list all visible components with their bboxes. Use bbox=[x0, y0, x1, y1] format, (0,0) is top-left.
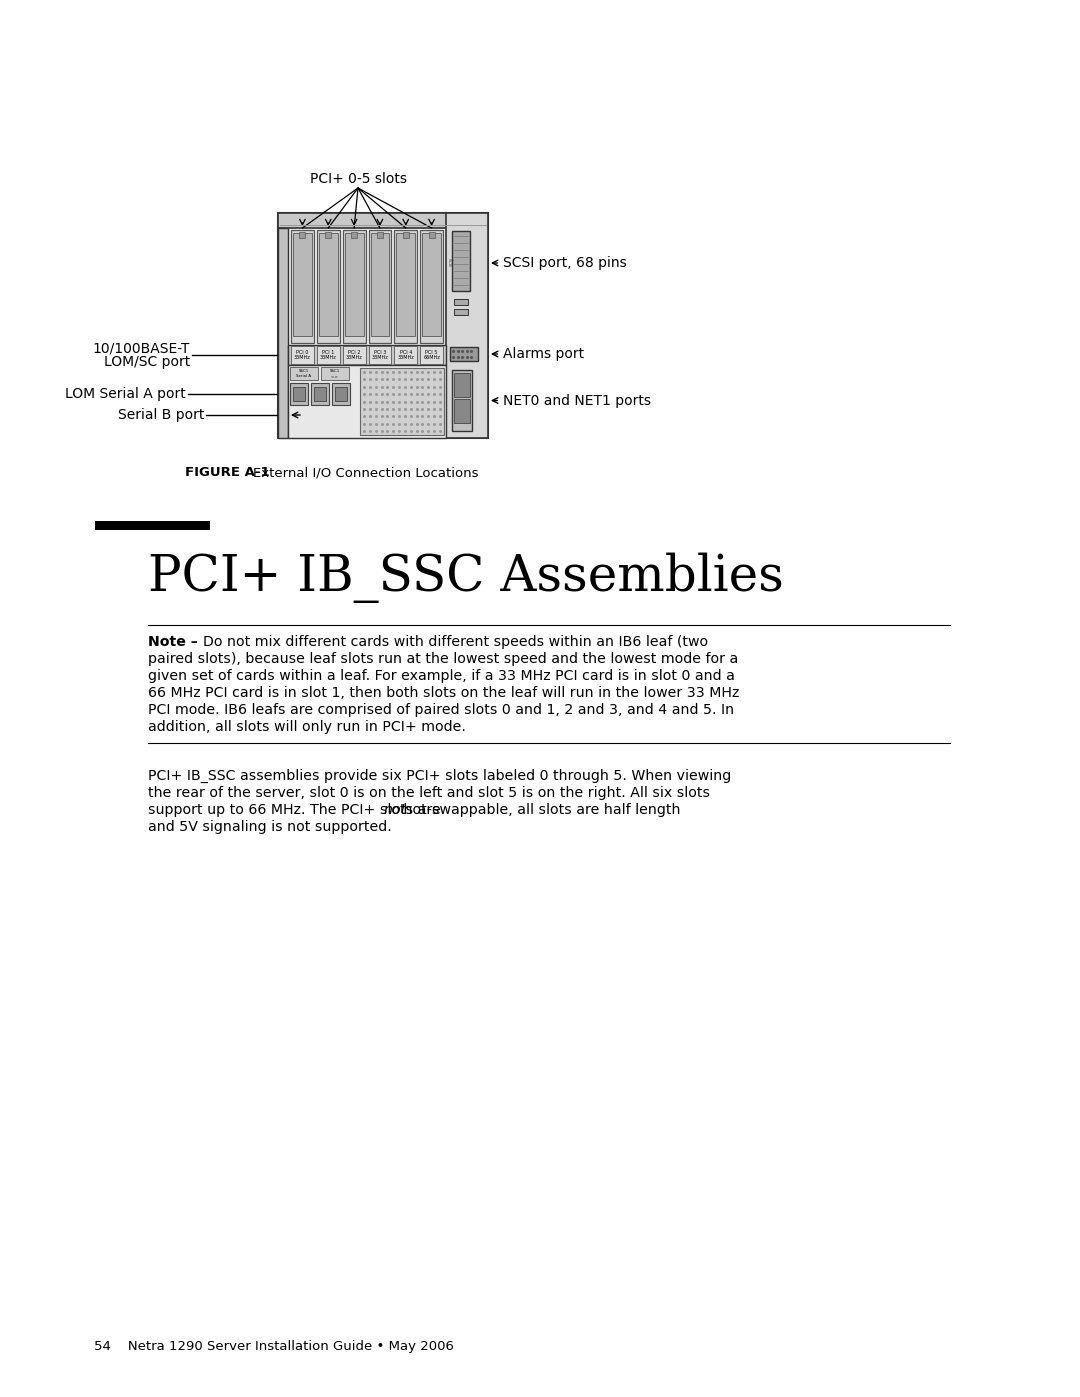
Bar bbox=[454, 309, 468, 314]
Text: SCSI port, 68 pins: SCSI port, 68 pins bbox=[492, 256, 626, 270]
Text: LOM/SC port: LOM/SC port bbox=[104, 355, 190, 369]
Text: and 5V signaling is not supported.: and 5V signaling is not supported. bbox=[148, 820, 392, 834]
Bar bbox=[278, 228, 288, 439]
Bar bbox=[311, 383, 329, 405]
Text: PCI 4
33MHz: PCI 4 33MHz bbox=[397, 349, 415, 360]
Bar bbox=[316, 231, 340, 344]
Text: SCSI: SCSI bbox=[450, 257, 454, 265]
Text: 54    Netra 1290 Server Installation Guide • May 2006: 54 Netra 1290 Server Installation Guide … bbox=[94, 1340, 454, 1354]
Bar bbox=[454, 299, 468, 305]
Bar bbox=[351, 232, 357, 237]
Text: PCI+ IB_SSC Assemblies: PCI+ IB_SSC Assemblies bbox=[148, 553, 784, 604]
Text: the rear of the server, slot 0 is on the left and slot 5 is on the right. All si: the rear of the server, slot 0 is on the… bbox=[148, 787, 710, 800]
Text: given set of cards within a leaf. For example, if a 33 MHz PCI card is in slot 0: given set of cards within a leaf. For ex… bbox=[148, 669, 734, 683]
Text: PCI 0
33MHz: PCI 0 33MHz bbox=[294, 349, 311, 360]
Bar bbox=[314, 387, 326, 401]
Text: NET0 and NET1 ports: NET0 and NET1 ports bbox=[492, 394, 651, 408]
Text: addition, all slots will only run in PCI+ mode.: addition, all slots will only run in PCI… bbox=[148, 719, 465, 733]
Bar bbox=[360, 367, 444, 434]
Bar bbox=[450, 346, 478, 360]
Text: not: not bbox=[383, 803, 407, 817]
Bar bbox=[288, 365, 446, 439]
Bar bbox=[321, 367, 349, 380]
Bar bbox=[342, 231, 365, 344]
Bar bbox=[325, 232, 332, 237]
Text: 66 MHz PCI card is in slot 1, then both slots on the leaf will run in the lower : 66 MHz PCI card is in slot 1, then both … bbox=[148, 686, 740, 700]
Bar bbox=[453, 231, 470, 291]
Bar bbox=[293, 233, 312, 337]
Bar bbox=[291, 346, 314, 365]
Bar bbox=[420, 346, 443, 365]
Bar bbox=[377, 232, 383, 237]
Text: FIGURE A-1: FIGURE A-1 bbox=[185, 467, 270, 479]
Bar bbox=[288, 345, 446, 365]
Bar bbox=[420, 231, 443, 344]
Bar bbox=[278, 212, 488, 439]
Bar bbox=[368, 231, 391, 344]
Bar bbox=[394, 231, 417, 344]
Bar bbox=[429, 232, 434, 237]
Bar bbox=[335, 387, 347, 401]
Text: Alarms port: Alarms port bbox=[492, 346, 584, 360]
Text: PCI+ 0-5 slots: PCI+ 0-5 slots bbox=[310, 172, 406, 186]
Text: paired slots), because leaf slots run at the lowest speed and the lowest mode fo: paired slots), because leaf slots run at… bbox=[148, 652, 739, 666]
Text: support up to 66 MHz. The PCI+ slots are: support up to 66 MHz. The PCI+ slots are bbox=[148, 803, 445, 817]
Bar bbox=[403, 232, 408, 237]
Text: PCI 2
33MHz: PCI 2 33MHz bbox=[346, 349, 363, 360]
Bar bbox=[299, 232, 306, 237]
Bar bbox=[454, 373, 470, 397]
Text: SSC1
<->: SSC1 <-> bbox=[329, 369, 340, 377]
Text: PCI 3
33MHz: PCI 3 33MHz bbox=[372, 349, 389, 360]
Bar bbox=[454, 400, 470, 423]
Text: PCI mode. IB6 leafs are comprised of paired slots 0 and 1, 2 and 3, and 4 and 5.: PCI mode. IB6 leafs are comprised of pai… bbox=[148, 703, 734, 717]
Bar bbox=[370, 233, 389, 337]
Bar bbox=[291, 231, 314, 344]
Bar bbox=[291, 367, 318, 380]
Text: Note –: Note – bbox=[148, 636, 198, 650]
Bar bbox=[345, 233, 364, 337]
Bar bbox=[396, 233, 415, 337]
Text: PCI 1
33MHz: PCI 1 33MHz bbox=[320, 349, 337, 360]
Bar bbox=[332, 383, 350, 405]
Bar bbox=[278, 212, 488, 228]
Bar bbox=[394, 346, 417, 365]
Text: hot-swappable, all slots are half length: hot-swappable, all slots are half length bbox=[400, 803, 680, 817]
Bar bbox=[293, 387, 305, 401]
Bar bbox=[342, 346, 365, 365]
Text: Serial B port: Serial B port bbox=[118, 408, 204, 422]
Text: Do not mix different cards with different speeds within an IB6 leaf (two: Do not mix different cards with differen… bbox=[203, 636, 708, 650]
Bar bbox=[316, 346, 340, 365]
Bar bbox=[291, 383, 308, 405]
Bar bbox=[368, 346, 391, 365]
Text: PCI 5
66MHz: PCI 5 66MHz bbox=[423, 349, 440, 360]
Text: SSC1
Serial A: SSC1 Serial A bbox=[297, 369, 311, 377]
Bar bbox=[453, 370, 472, 432]
Text: External I/O Connection Locations: External I/O Connection Locations bbox=[253, 467, 478, 479]
Text: LOM Serial A port: LOM Serial A port bbox=[65, 387, 186, 401]
Bar bbox=[319, 233, 338, 337]
Bar bbox=[446, 212, 488, 439]
Bar bbox=[422, 233, 441, 337]
Text: 10/100BASE-T: 10/100BASE-T bbox=[93, 341, 190, 355]
Bar bbox=[95, 521, 210, 529]
Text: PCI+ IB_SSC assemblies provide six PCI+ slots labeled 0 through 5. When viewing: PCI+ IB_SSC assemblies provide six PCI+ … bbox=[148, 768, 731, 784]
